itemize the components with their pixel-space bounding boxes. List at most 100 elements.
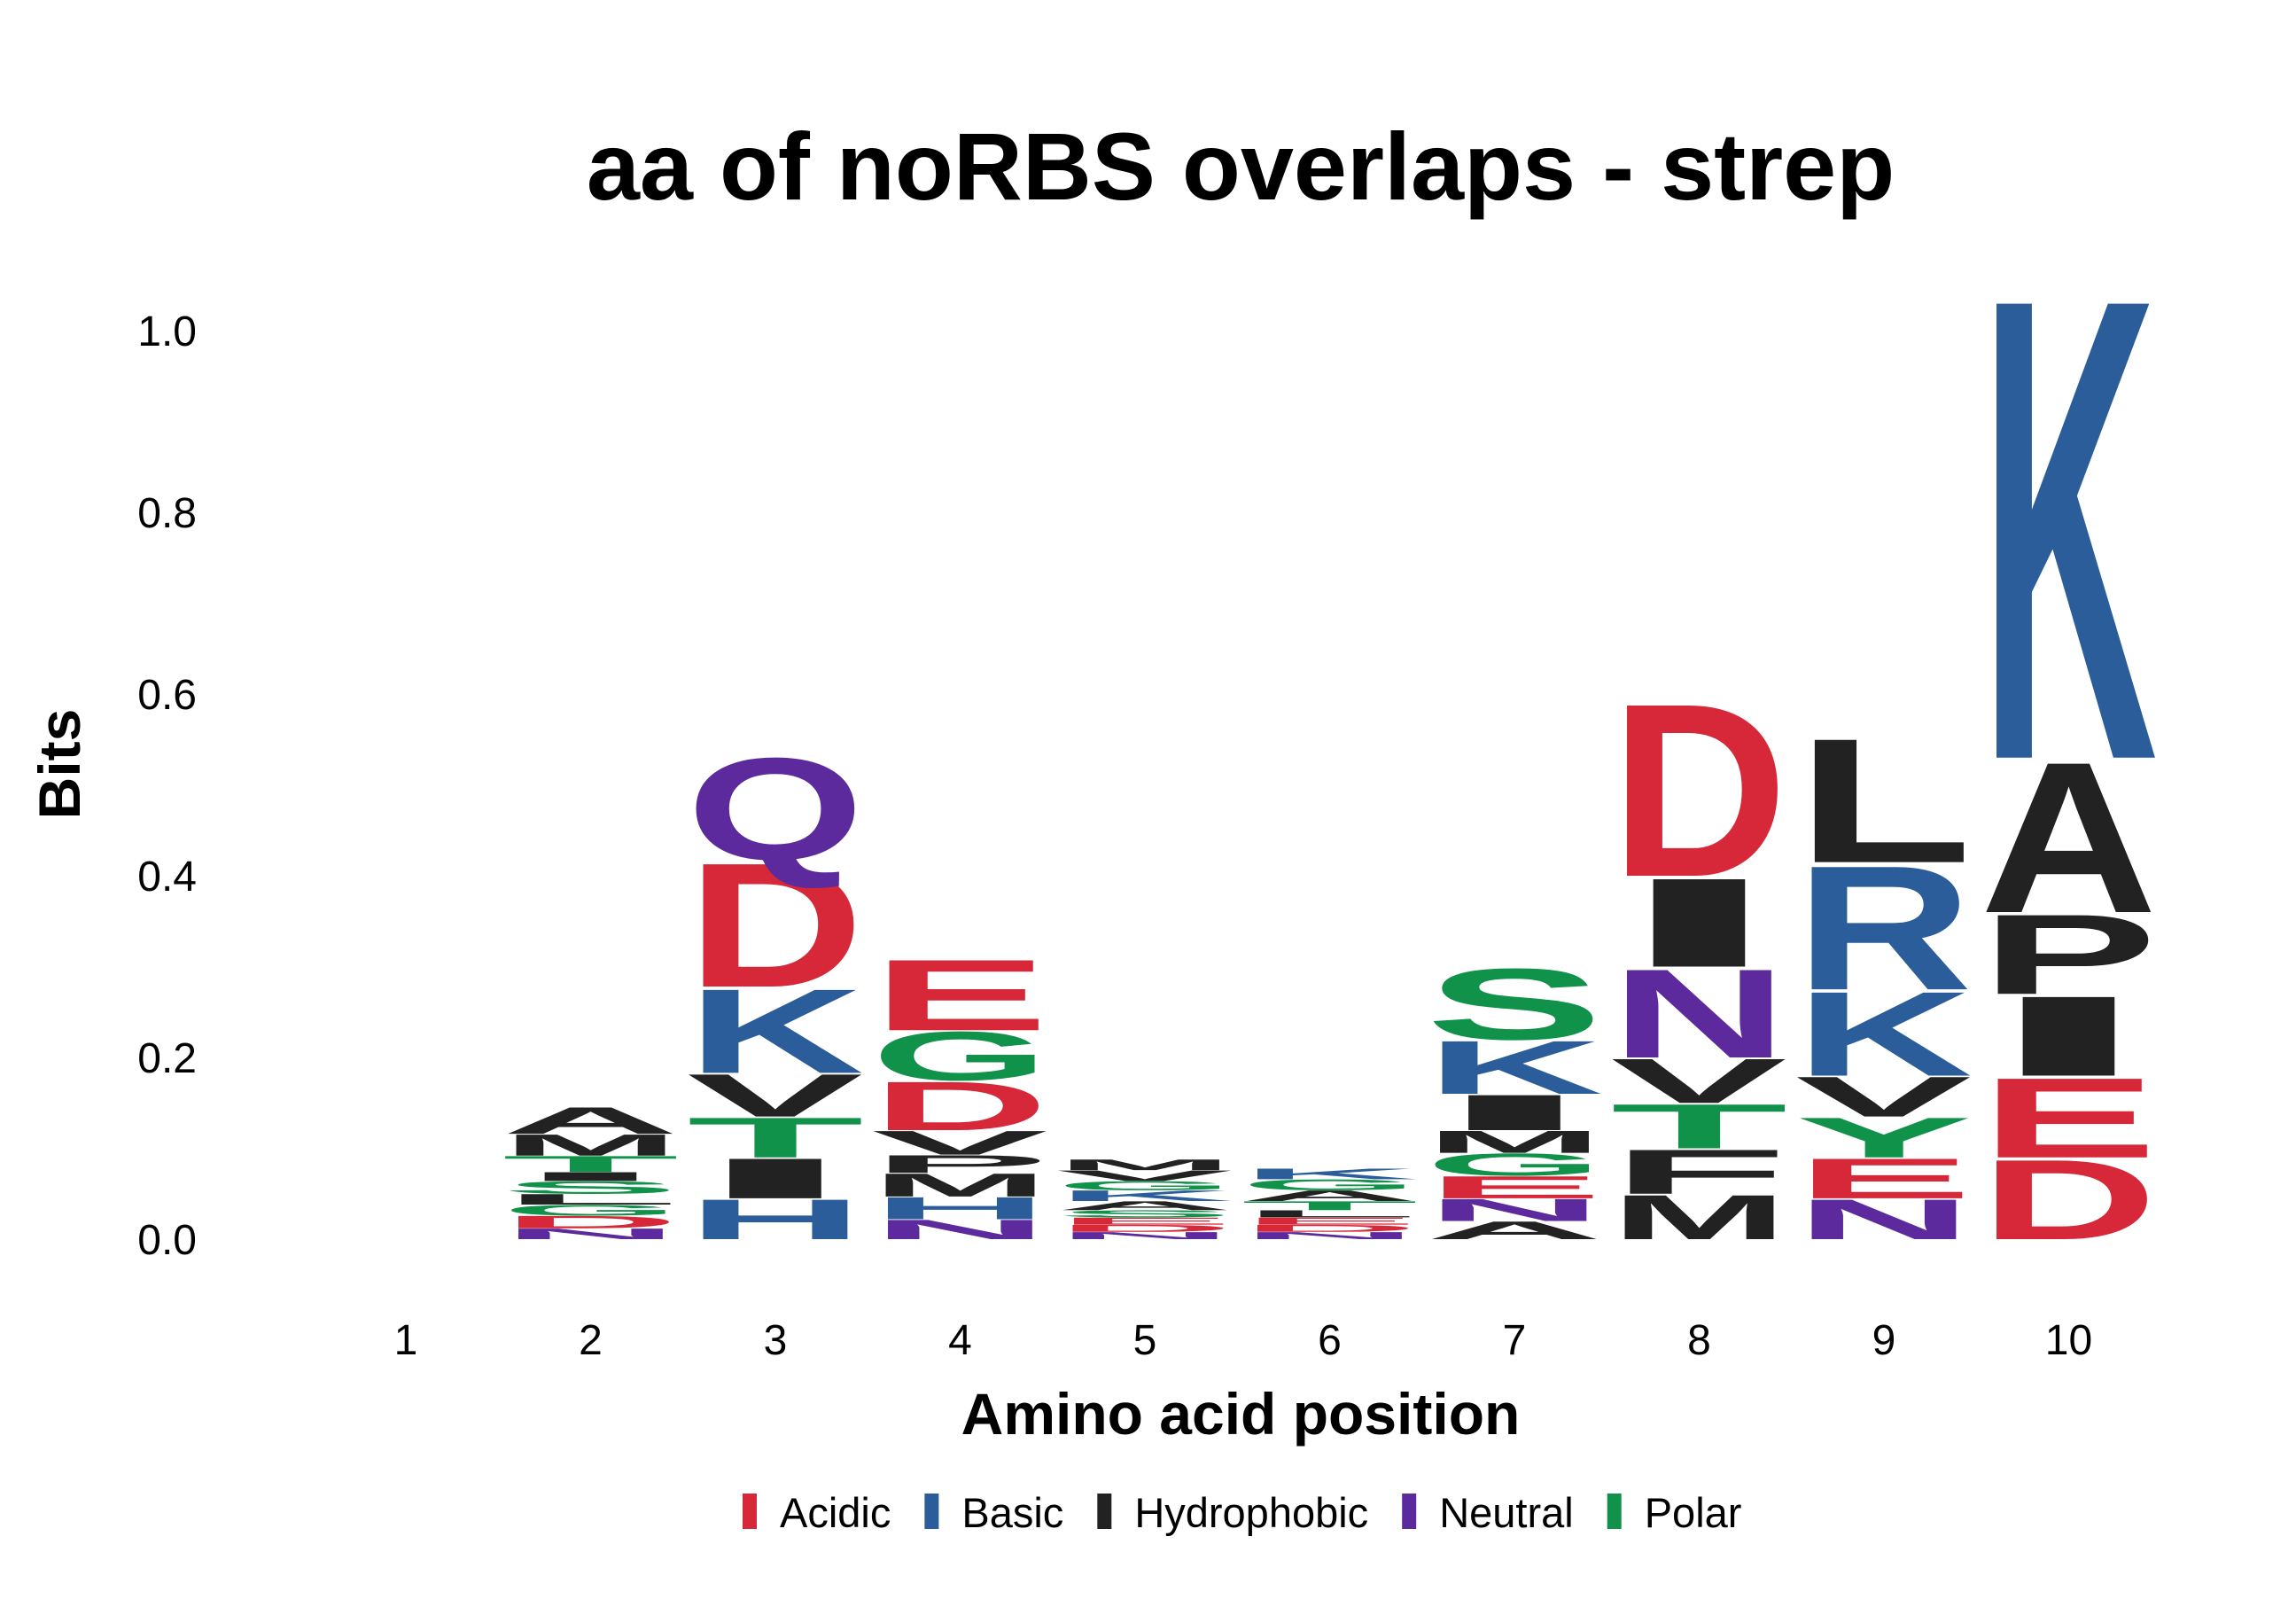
logo-letter-a: A [502,1099,680,1142]
logo-letter-a: A [1241,1187,1419,1204]
logo-letter-s: S [1056,1208,1234,1220]
logo-letter-g: G [872,1018,1049,1096]
logo-letter-e: E [872,939,1049,1052]
legend: Acidic Basic Hydrophobic Neutral Polar [743,1489,1741,1536]
logo-letter-i: I [1611,852,1788,994]
logo-letter-r: R [1795,829,1973,1027]
y-tick-label: 1.0 [137,308,197,355]
logo-letter-n: N [1795,1188,1973,1252]
y-tick-label: 0.8 [137,490,197,537]
logo-letter-v: V [1611,1046,1787,1117]
legend-swatch-neutral [1402,1494,1417,1529]
y-axis: 0.0 0.2 0.4 0.6 0.8 1.0 [137,308,197,1264]
legend-label-hydrophobic: Hydrophobic [1134,1489,1368,1536]
y-tick-label: 0.0 [137,1217,197,1264]
logo-letter-m: M [1611,1182,1788,1252]
logo-letter-e: E [1056,1215,1234,1227]
logo-letter-m: M [1426,1125,1603,1160]
logo-letter-d: D [687,826,864,1025]
x-tick-label: 8 [1687,1317,1711,1364]
logo-letter-h: H [687,1188,864,1252]
x-tick-label: 3 [764,1317,788,1364]
x-axis-title: Amino acid position [961,1381,1521,1447]
logo-letter-d: D [502,1213,680,1232]
logo-letter-k: K [1056,1187,1234,1204]
logo-letter-n: N [502,1225,680,1242]
legend-label-polar: Polar [1645,1489,1742,1536]
x-tick-label: 1 [394,1317,418,1364]
legend-label-neutral: Neutral [1439,1489,1574,1536]
chart-title: aa of noRBS overlaps - strep [587,113,1895,220]
logo-letter-s: S [1426,948,1603,1062]
logo-letter-k: K [1426,1025,1603,1110]
x-tick-label: 6 [1318,1317,1342,1364]
y-tick-label: 0.6 [137,672,197,719]
logo-letter-g: G [1056,1179,1234,1193]
logo-letter-g: G [502,1202,680,1219]
logo-stacks: NDGLSITMAHITVKDQNHMPVDGENDESAKGVMNDELTAG… [502,162,2158,1264]
logo-letter-y: Y [1795,1106,1973,1170]
logo-letter-q: Q [687,728,864,891]
logo-letter-n: N [1056,1230,1234,1242]
logo-letter-d: D [872,1067,1049,1145]
logo-letter-t: T [502,1151,680,1177]
x-axis: 1 2 3 4 5 6 7 8 9 10 [394,1317,2093,1364]
y-tick-label: 0.2 [137,1035,197,1082]
logo-letter-i: I [687,1147,864,1211]
logo-letter-l: L [1241,1208,1419,1220]
logo-letter-d: D [1056,1222,1234,1234]
logo-letter-v: V [872,1124,1048,1162]
logo-letter-f: F [1611,1136,1788,1207]
x-tick-label: 10 [2045,1317,2092,1364]
logo-letter-h: H [872,1190,1049,1226]
logo-letter-a: A [1056,1198,1234,1213]
logo-letter-l: L [502,1191,680,1208]
logo-letter-d: D [1241,1222,1419,1234]
logo-letter-p: P [1981,891,2158,1018]
x-tick-label: 2 [579,1317,603,1364]
y-tick-label: 0.4 [137,854,197,901]
logo-letter-n: N [1241,1230,1419,1242]
logo-letter-t: T [1611,1091,1788,1162]
logo-letter-p: P [872,1150,1049,1178]
logo-letter-e: E [1241,1215,1419,1227]
logo-letter-s: S [502,1178,680,1197]
legend-label-acidic: Acidic [780,1489,891,1536]
logo-letter-k: K [1981,162,2158,899]
legend-swatch-polar [1607,1494,1622,1529]
legend-swatch-acidic [743,1494,757,1529]
x-tick-label: 9 [1872,1317,1896,1364]
logo-letter-d: D [1981,1135,2158,1263]
legend-swatch-hydrophobic [1097,1494,1112,1529]
logo-letter-n: N [872,1214,1049,1245]
x-tick-label: 4 [948,1317,972,1364]
logo-letter-d: D [1611,651,1788,928]
logo-letter-k: K [1795,967,1973,1101]
legend-swatch-basic [924,1494,939,1529]
logo-letter-v: V [1795,1065,1972,1128]
logo-letter-t: T [1241,1198,1419,1213]
logo-letter-m: M [1056,1157,1234,1174]
logo-letter-i: I [1981,972,2158,1100]
logo-letter-n: N [1426,1192,1603,1228]
logo-letter-l: L [1795,701,1973,900]
logo-letter-e: E [1981,1054,2158,1182]
logo-letter-t: T [687,1105,864,1169]
legend-label-basic: Basic [961,1489,1063,1536]
y-axis-title: Bits [27,709,92,820]
logo-letter-v: V [1056,1167,1233,1184]
logo-letter-n: N [1611,942,1788,1084]
logo-letter-v: V [687,1061,863,1129]
logo-letter-m: M [502,1128,680,1162]
logo-letter-g: G [1241,1176,1419,1193]
logo-letter-e: E [1795,1147,1973,1211]
logo-letter-g: G [1426,1147,1603,1182]
logo-letter-i: I [1426,1084,1603,1141]
x-tick-label: 5 [1133,1317,1157,1364]
logo-letter-k: K [687,964,864,1098]
logo-letter-a: A [1426,1216,1603,1244]
x-tick-label: 7 [1503,1317,1527,1364]
logo-letter-e: E [1426,1170,1603,1205]
logo-letter-a: A [1981,718,2158,959]
